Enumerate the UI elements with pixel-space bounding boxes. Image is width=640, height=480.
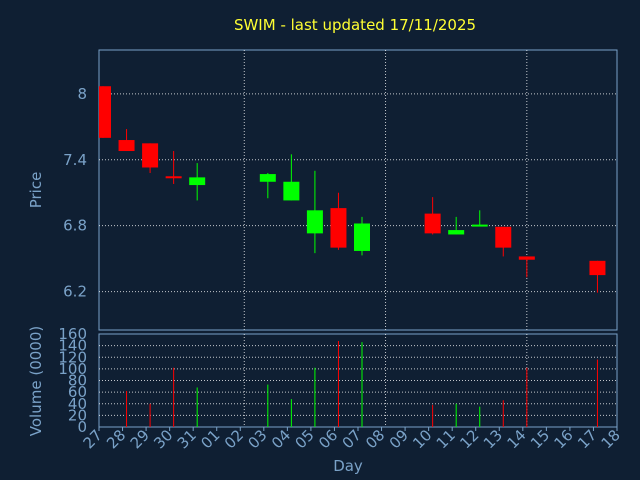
day-tick-label: 06 <box>315 426 341 452</box>
volume-bars <box>126 340 598 427</box>
price-tick-label: 8 <box>77 85 87 103</box>
price-tick-label: 7.4 <box>63 151 87 169</box>
day-tick-label: 03 <box>244 426 270 452</box>
candle-body <box>259 174 276 182</box>
candle-body <box>589 260 606 276</box>
volume-tick-label: 160 <box>58 325 87 343</box>
volume-axis-label: Volume (0000) <box>27 326 45 436</box>
day-tick-label: 04 <box>268 426 294 452</box>
day-tick-label: 09 <box>386 426 412 452</box>
price-plot-frame <box>98 49 618 331</box>
price-axis-label: Price <box>27 172 45 209</box>
day-tick-label: 17 <box>574 426 600 452</box>
day-tick-label: 08 <box>362 426 388 452</box>
candle-body <box>354 223 370 251</box>
day-x-ticks: 2728293031010203040506070809101112131415… <box>80 426 624 452</box>
day-tick-label: 30 <box>150 426 176 452</box>
volume-tick-label: 40 <box>68 395 87 413</box>
day-tick-label: 01 <box>197 426 223 452</box>
candle-body <box>471 224 488 227</box>
volume-tick-label: 140 <box>58 337 87 355</box>
candle-body <box>118 140 135 152</box>
candle-body <box>518 256 535 260</box>
candle-body <box>283 181 300 201</box>
day-tick-label: 16 <box>551 426 577 452</box>
volume-tick-label: 0 <box>77 418 87 436</box>
day-tick-label: 02 <box>221 426 247 452</box>
volume-tick-label: 120 <box>58 348 87 366</box>
day-axis-label: Day <box>333 457 363 475</box>
candle-body <box>189 177 206 186</box>
chart-title: SWIM - last updated 17/11/2025 <box>234 16 476 34</box>
day-tick-label: 07 <box>339 426 365 452</box>
day-tick-label: 29 <box>127 426 153 452</box>
day-tick-label: 05 <box>292 426 318 452</box>
candle-body <box>99 86 111 138</box>
day-tick-label: 31 <box>174 426 200 452</box>
day-tick-label: 18 <box>598 426 624 452</box>
candle-body <box>330 208 347 248</box>
day-tick-label: 11 <box>433 426 459 452</box>
price-candles <box>99 86 606 293</box>
price-y-ticks: 8 7.4 6.8 6.2 <box>63 85 87 301</box>
price-tick-label: 6.8 <box>63 217 87 235</box>
volume-tick-label: 80 <box>68 372 87 390</box>
day-tick-label: 13 <box>480 426 506 452</box>
candle-body <box>424 213 441 234</box>
candle-body <box>495 226 512 248</box>
day-tick-label: 15 <box>527 426 553 452</box>
day-tick-label: 10 <box>409 426 435 452</box>
candle-body <box>448 230 465 235</box>
day-tick-label: 12 <box>456 426 482 452</box>
candle-body <box>165 176 182 179</box>
volume-tick-label: 20 <box>68 406 87 424</box>
day-tick-label: 14 <box>503 426 529 452</box>
volume-tick-label: 60 <box>68 383 87 401</box>
day-tick-label: 28 <box>103 426 129 452</box>
candle-body <box>142 143 159 168</box>
price-tick-label: 6.2 <box>63 283 87 301</box>
candle-body <box>306 210 323 234</box>
volume-tick-label: 100 <box>58 360 87 378</box>
